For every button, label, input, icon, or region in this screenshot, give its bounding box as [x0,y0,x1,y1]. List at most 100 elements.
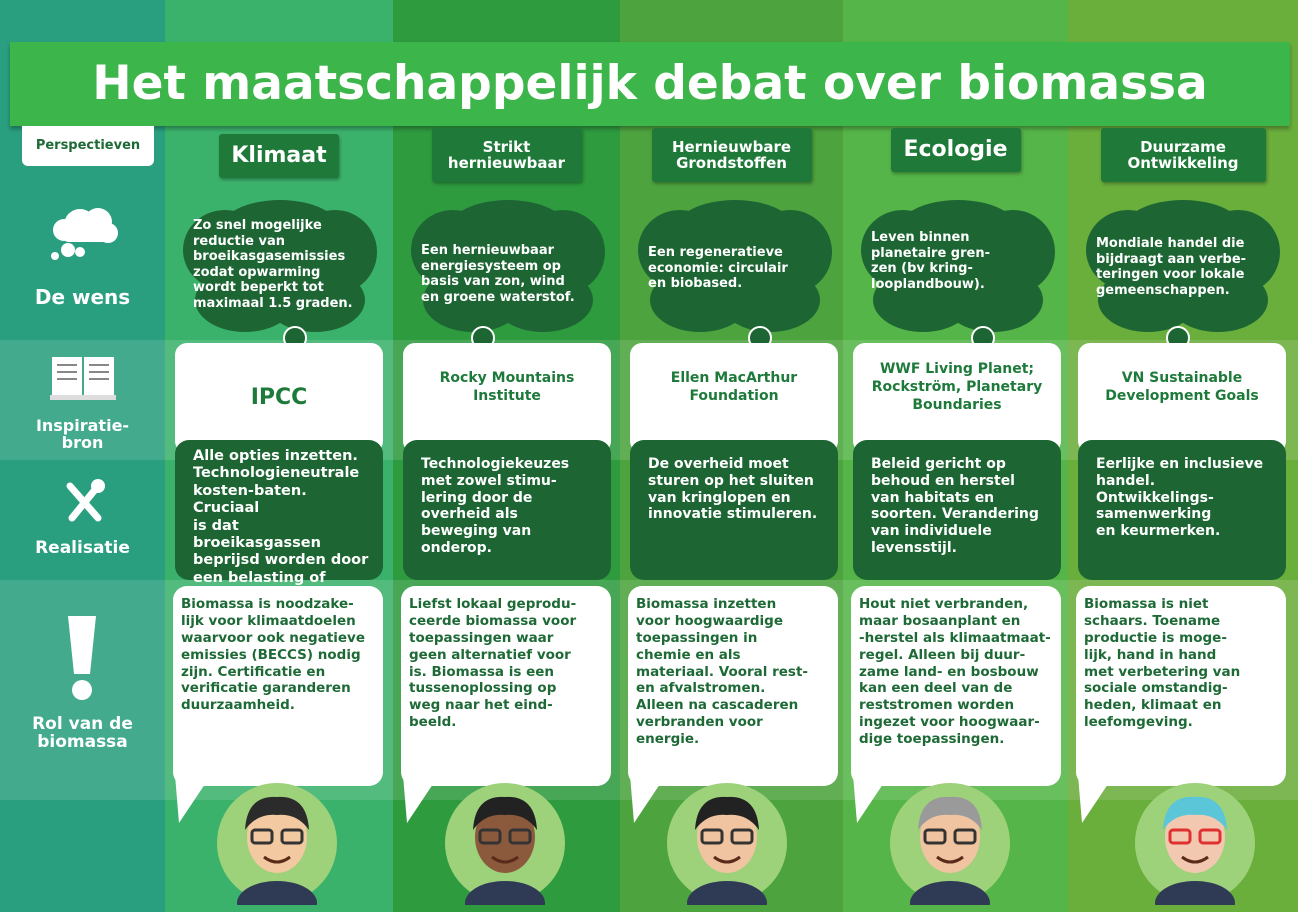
wish-text: Leven binnen planetaire gren- zen (bv kr… [871,230,990,292]
cloud-part [1168,268,1268,332]
realization-box: Beleid gericht op behoud en herstel van … [853,440,1061,580]
body [237,881,317,905]
tail [1078,775,1114,823]
face [697,801,757,873]
perspective-label: Ecologie [890,128,1021,172]
cloud-part [675,200,795,260]
wish-text: Een hernieuwbaar energiesysteem op basis… [421,243,575,305]
speech-tail [630,775,666,823]
body [687,881,767,905]
thought-cloud [861,200,1055,365]
glasses [923,828,947,845]
hair [695,796,759,830]
row-label: Realisatie [35,538,130,558]
cloud-icon [51,208,118,260]
source-box: Ellen MacArthur Foundation [630,343,838,453]
cloud-part [265,268,365,332]
glasses [700,828,724,845]
body [465,881,545,905]
wish-text: Mondiale handel die bijdraagt aan verbe-… [1096,236,1247,298]
realization-box: Eerlijke en inclusieve handel. Ontwikkel… [1078,440,1286,580]
body [910,881,990,905]
tail [175,775,211,823]
role-box: Hout niet verbranden, maar bosaanplant e… [851,586,1061,786]
glasses [1198,828,1222,845]
mouth [263,855,291,864]
mouth [713,855,741,864]
face [920,801,980,873]
glasses [730,828,754,845]
avatar [445,783,565,905]
realization-box: Technologiekeuzes met zowel stimu- lerin… [403,440,611,580]
body [1155,881,1235,905]
row-label: Rol van de biomassa [32,714,133,752]
cloud-part [943,268,1043,332]
wish-text: Een regeneratieve economie: circulair en… [648,245,788,292]
avatar [890,783,1010,905]
glasses [1168,828,1192,845]
cloud-part [720,268,820,332]
cloud-part [1123,200,1243,260]
thought-cloud [411,200,605,365]
thought-cloud [183,200,377,365]
role-box: Biomassa is noodzake- lijk voor klimaatd… [173,586,383,786]
thought-cloud [638,200,832,365]
source-box: VN Sustainable Development Goals [1078,343,1286,453]
row-label: De wens [34,285,131,309]
tools-icon [66,479,105,522]
glasses [478,828,502,845]
glasses [508,828,532,845]
wish-text: Zo snel mogelijke reductie van broeikasg… [193,218,353,311]
cloud-part [448,200,568,260]
speech-tail [853,775,889,823]
exclamation-icon [68,616,96,700]
hair [245,796,309,830]
cloud-part [898,200,1018,260]
speech-tail [175,775,211,823]
mouth [491,855,519,864]
role-box: Biomassa is niet schaars. Toename produc… [1076,586,1286,786]
realization-box: De overheid moet sturen op het sluiten v… [630,440,838,580]
book-icon [50,357,116,400]
role-box: Biomassa inzetten voor hoogwaardige toep… [628,586,838,786]
avatar [667,783,787,905]
face [1165,801,1225,873]
cloud-part [220,200,340,260]
cloud-part [493,268,593,332]
perspective-label: Klimaat [219,134,339,178]
source-box: Rocky Mountains Institute [403,343,611,453]
source-box: IPCC [175,343,383,453]
speech-tail [1078,775,1114,823]
hair [473,796,537,830]
perspective-label: Strikt hernieuwbaar [431,128,582,182]
glasses [280,828,304,845]
face [475,801,535,873]
speech-tail [403,775,439,823]
avatar [1135,783,1255,905]
row-label: Perspectieven [22,126,154,166]
mouth [1181,855,1209,864]
role-box: Liefst lokaal geprodu- ceerde biomassa v… [401,586,611,786]
tail [630,775,666,823]
cloud-part [195,268,295,332]
cloud-part [873,268,973,332]
tail [853,775,889,823]
mouth [936,855,964,864]
thought-cloud [1086,200,1280,365]
glasses [250,828,274,845]
hair [918,796,982,830]
cloud-part [423,268,523,332]
tail [403,775,439,823]
source-box: WWF Living Planet; Rockström, Planetary … [853,343,1061,453]
glasses [953,828,977,845]
cloud-part [650,268,750,332]
hair [1163,796,1227,830]
title: Het maatschappelijk debat over biomassa [10,42,1290,126]
cloud-part [1098,268,1198,332]
row-label: Inspiratie- bron [35,416,130,452]
face [247,801,307,873]
realization-box: Alle opties inzetten. Technologieneutral… [175,440,383,603]
perspective-label: Hernieuwbare Grondstoffen [651,128,812,182]
perspective-label: Duurzame Ontwikkeling [1100,128,1266,182]
